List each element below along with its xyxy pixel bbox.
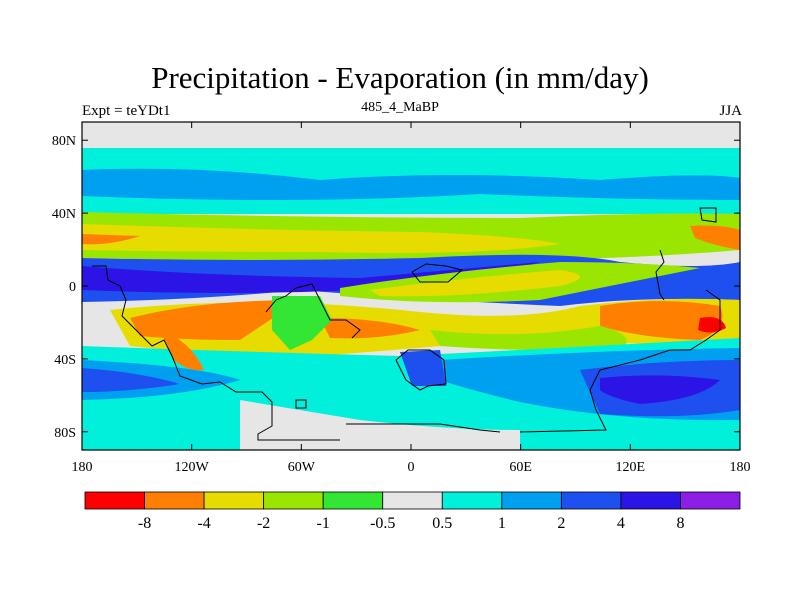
lon-tick-label: 0 (408, 460, 415, 475)
continent-outline-antarctic-west (295, 399, 307, 409)
colorbar-box (441, 491, 503, 510)
period-label: 485_4_MaBP (361, 100, 439, 115)
lat-tick-label: 0 (69, 280, 76, 295)
continent-outline-west (92, 265, 340, 441)
lon-tick-label: 180 (730, 460, 751, 475)
colorbar-box (501, 491, 562, 510)
band-equator-wet4 (82, 262, 540, 293)
lon-tick-label: 180 (72, 460, 93, 475)
lon-tick-label: 60E (509, 460, 532, 475)
colorbar-box (620, 491, 681, 510)
band-subtrop-south-dry4 (130, 300, 300, 340)
colorbar-box (560, 491, 622, 510)
band-south-wet3 (82, 368, 180, 392)
continent-outline-central (265, 283, 361, 339)
band-subtrop-south-dry8-east (698, 317, 726, 333)
antarctic-neutral (240, 400, 520, 450)
continent-outline-antarctic-center (346, 423, 501, 433)
colorbar-label: -8 (138, 515, 151, 532)
colorbar-box (263, 491, 324, 510)
colorbar-label: 2 (557, 515, 565, 532)
colorbar-label: -1 (317, 515, 330, 532)
colorbar-box (144, 491, 205, 510)
season-label: JJA (719, 103, 742, 119)
map-field (82, 122, 740, 450)
colorbar-label: -0.5 (370, 515, 395, 532)
band-subtrop-north-dry4-east (690, 225, 740, 250)
experiment-label: Expt = teYDt1 (82, 103, 171, 119)
colorbar-box (680, 491, 741, 510)
colorbar-box (322, 491, 384, 510)
band-subtrop-south-dry4-b (320, 318, 420, 339)
lat-tick-label: 80N (52, 134, 76, 149)
colorbar-boxes (84, 491, 741, 510)
lat-tick-label: 40S (54, 353, 76, 368)
band-north-wet2 (82, 168, 740, 201)
colorbar-label: 1 (498, 515, 506, 532)
colorbar-labels: -8 -4 -2 -1 -0.5 0.5 1 2 4 8 (138, 515, 685, 532)
continent-outline-asia-east (655, 249, 665, 301)
lon-tick-label: 120E (616, 460, 646, 475)
colorbar-box (203, 491, 265, 510)
continent-outlines (92, 207, 721, 441)
colorbar-label: 4 (617, 515, 625, 532)
colorbar-box (84, 491, 145, 510)
continent-outline-australia (519, 289, 721, 433)
continent-outline-pacific-isl (699, 207, 717, 223)
band-subtrop-north-dry4 (82, 234, 140, 245)
colorbar-box (382, 491, 443, 510)
map-title: Precipitation - Evaporation (in mm/day) (151, 60, 649, 95)
continent-outline-southern-africa (395, 349, 447, 391)
lon-tick-label: 60W (288, 460, 316, 475)
lat-tick-label: 40N (52, 207, 76, 222)
lon-tick-label: 120W (175, 460, 210, 475)
colorbar-label: -2 (257, 515, 270, 532)
band-equator-dry-tongue-core (370, 270, 580, 297)
south-america-interior-wet (272, 296, 332, 350)
continent-outline-africa (411, 263, 464, 283)
band-south-wet-east4 (600, 375, 720, 404)
axis-ticks: 180 120W 60W 0 60E 120E 180 80N 40N 0 40S 80S (52, 122, 751, 475)
south-america-south-dry (160, 330, 204, 371)
band-subtrop-north-dry2 (82, 224, 560, 253)
colorbar-label: 8 (676, 515, 684, 532)
lat-tick-label: 80S (54, 426, 76, 441)
colorbar-label: 0.5 (432, 515, 452, 532)
band-south-dry1 (430, 326, 627, 351)
colorbar-label: -4 (197, 515, 210, 532)
south-america-south-wet (400, 350, 446, 386)
band-subtrop-south-dry4-east (600, 301, 723, 340)
